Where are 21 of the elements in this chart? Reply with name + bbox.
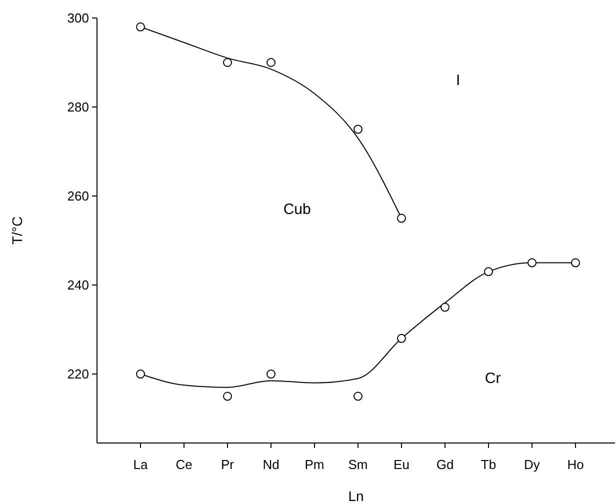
x-tick-label: Sm: [348, 457, 368, 472]
y-tick-label: 260: [67, 188, 89, 204]
x-tick-label: Pm: [304, 457, 324, 472]
y-tick-label: 300: [67, 10, 89, 26]
y-tick-label: 240: [67, 278, 89, 293]
x-tick-label: Eu: [394, 457, 410, 472]
annotation: Cr: [484, 370, 501, 387]
y-tick-label: 220: [67, 366, 89, 382]
x-tick-label: Pr: [221, 457, 235, 472]
x-tick-label: Tb: [480, 457, 496, 472]
y-axis-title: T/°C: [9, 216, 25, 245]
x-tick-label: Gd: [436, 457, 454, 472]
x-tick-label: Dy: [524, 457, 540, 472]
x-tick-label: Nd: [262, 457, 280, 472]
x-tick-label: Ho: [567, 457, 584, 472]
y-tick-label: 280: [67, 100, 89, 115]
x-axis-title: Ln: [348, 488, 364, 504]
annotation: I: [456, 72, 460, 89]
annotation: Cub: [283, 200, 311, 218]
x-tick-label: La: [133, 457, 148, 472]
x-tick-label: Ce: [176, 457, 192, 472]
